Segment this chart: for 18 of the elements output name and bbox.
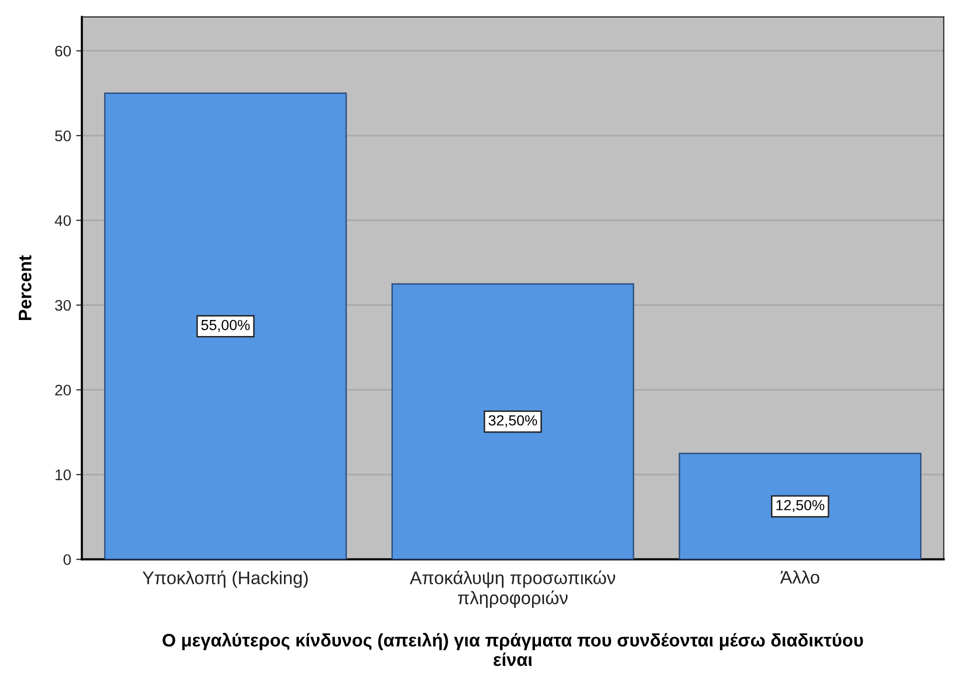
y-tick-label: 20 — [55, 384, 71, 396]
y-tick-label: 50 — [55, 130, 71, 142]
x-tick-label: Αποκάλυψη προσωπικών πληροφοριών — [410, 570, 616, 608]
y-tick-label: 30 — [55, 300, 71, 311]
data-label: 55,00% — [201, 320, 250, 332]
y-tick-label: 10 — [56, 469, 71, 480]
y-axis-title: Percent — [18, 255, 32, 320]
x-tick-label: Υποκλοπή (Hacking) — [142, 570, 308, 588]
x-axis-title: Ο μεγαλύτερος κίνδυνος (απειλή) για πράγματα που συνδέονται μέσω διαδικτύου είναι — [162, 632, 863, 666]
bar — [678, 452, 922, 560]
y-tick-label: 60 — [55, 46, 71, 57]
bar — [104, 92, 347, 560]
data-label: 32,50% — [488, 415, 538, 428]
bar — [391, 283, 634, 560]
y-tick-label: 40 — [54, 215, 71, 226]
x-tick-label: Άλλο — [780, 570, 820, 584]
data-label: 12,50% — [776, 500, 824, 512]
y-tick-label: 0 — [64, 554, 71, 566]
